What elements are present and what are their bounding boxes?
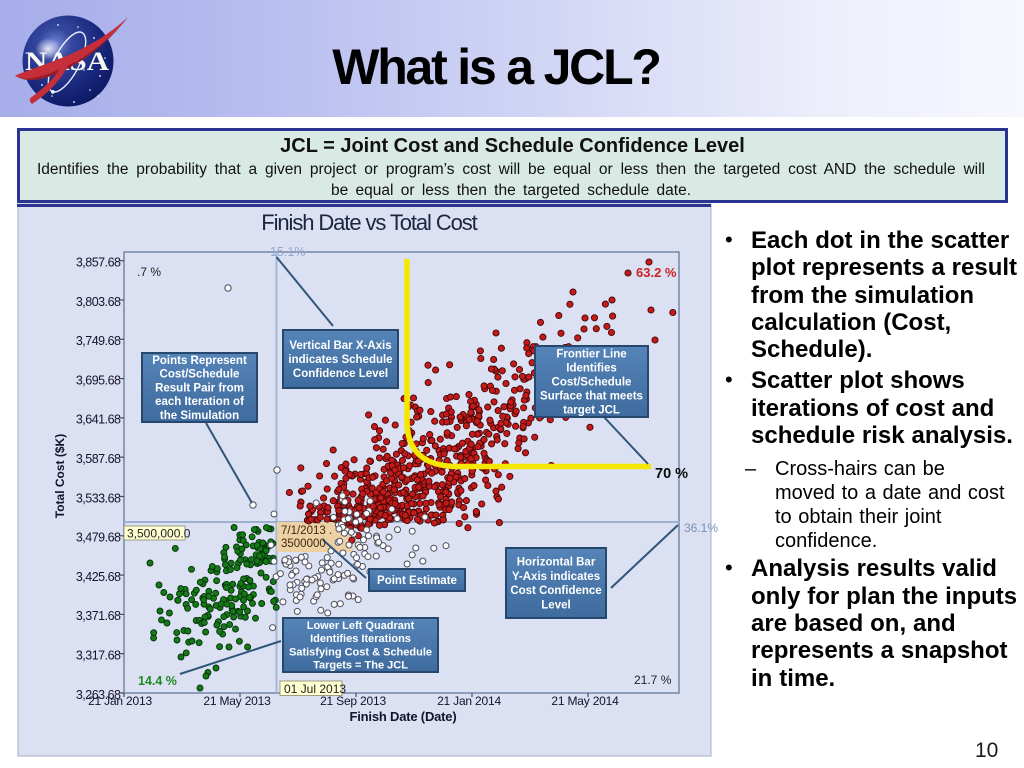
svg-text:3,425.68: 3,425.68: [76, 570, 121, 584]
svg-text:3,803.68: 3,803.68: [76, 295, 121, 309]
svg-text:indicates Schedule: indicates Schedule: [288, 354, 392, 366]
svg-text:7/1/2013 .: 7/1/2013 .: [281, 525, 332, 537]
svg-text:Finish Date vs Total Cost: Finish Date vs Total Cost: [261, 210, 477, 235]
svg-text:3,587.68: 3,587.68: [76, 452, 121, 466]
svg-text:63.2 %: 63.2 %: [636, 265, 677, 280]
svg-text:Cost Confidence: Cost Confidence: [510, 585, 601, 597]
svg-text:14.4 %: 14.4 %: [138, 674, 177, 688]
svg-text:Identifies: Identifies: [566, 362, 616, 374]
svg-text:Satisfying Cost & Schedule: Satisfying Cost & Schedule: [289, 646, 432, 658]
svg-text:3,317.68: 3,317.68: [76, 649, 121, 663]
svg-text:Points Represent: Points Represent: [152, 355, 247, 367]
svg-text:3,371.68: 3,371.68: [76, 609, 121, 623]
svg-text:target JCL: target JCL: [563, 404, 620, 416]
svg-text:21 Jan 2013: 21 Jan 2013: [88, 694, 152, 708]
svg-text:Finish Date (Date): Finish Date (Date): [350, 709, 457, 724]
svg-text:Frontier Line: Frontier Line: [556, 348, 626, 360]
svg-text:3,500,000.0: 3,500,000.0: [127, 527, 191, 541]
svg-text:3,479.68: 3,479.68: [76, 531, 121, 545]
svg-text:Y-Axis indicates: Y-Axis indicates: [512, 571, 600, 583]
svg-text:21 May 2014: 21 May 2014: [551, 694, 619, 708]
svg-text:.7 %: .7 %: [137, 265, 161, 279]
svg-text:70 %: 70 %: [655, 466, 688, 482]
svg-text:3,533.68: 3,533.68: [76, 491, 121, 505]
svg-text:Point Estimate: Point Estimate: [377, 575, 457, 587]
svg-text:3,263.68: 3,263.68: [76, 688, 121, 702]
svg-text:3,641.68: 3,641.68: [76, 413, 121, 427]
svg-text:Result Pair from: Result Pair from: [155, 382, 244, 394]
svg-text:01 Jul 2013: 01 Jul 2013: [284, 682, 346, 696]
svg-text:Horizontal Bar: Horizontal Bar: [517, 557, 596, 569]
svg-text:Total Cost ($K): Total Cost ($K): [53, 434, 67, 518]
svg-text:the Simulation: the Simulation: [160, 410, 239, 422]
svg-text:3,695.68: 3,695.68: [76, 373, 121, 387]
svg-text:Level: Level: [541, 599, 570, 611]
svg-text:Lower Left Quadrant: Lower Left Quadrant: [307, 620, 415, 632]
svg-text:21.7 %: 21.7 %: [634, 673, 672, 687]
svg-text:21 Jan 2014: 21 Jan 2014: [437, 694, 501, 708]
svg-text:21 Sep 2013: 21 Sep 2013: [320, 694, 386, 708]
svg-text:each Iteration of: each Iteration of: [155, 396, 244, 408]
svg-text:Identifies Iterations: Identifies Iterations: [310, 633, 411, 645]
svg-text:3,749.68: 3,749.68: [76, 334, 121, 348]
svg-text:Surface that meets: Surface that meets: [540, 390, 643, 402]
svg-text:3500000: 3500000: [281, 538, 326, 550]
svg-text:21 May 2013: 21 May 2013: [203, 694, 271, 708]
svg-text:3,857.68: 3,857.68: [76, 256, 121, 270]
svg-text:Confidence Level: Confidence Level: [293, 368, 388, 380]
svg-text:36.1%: 36.1%: [684, 521, 718, 535]
svg-text:15.1%: 15.1%: [270, 245, 305, 259]
svg-text:Cost/Schedule: Cost/Schedule: [552, 376, 632, 388]
svg-text:Targets = The JCL: Targets = The JCL: [313, 660, 408, 672]
svg-text:Cost/Schedule: Cost/Schedule: [160, 369, 240, 381]
svg-text:Vertical Bar X-Axis: Vertical Bar X-Axis: [289, 340, 391, 352]
